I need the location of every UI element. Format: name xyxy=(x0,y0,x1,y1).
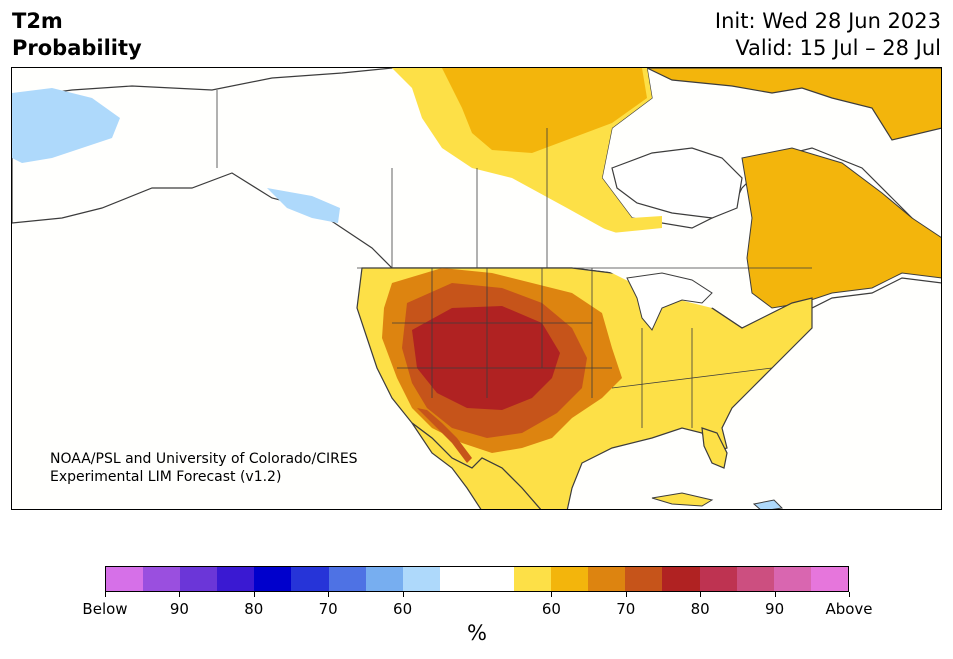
boundaries xyxy=(216,90,812,428)
colorbar-tick xyxy=(402,592,404,597)
forecast-dates: Init: Wed 28 Jun 2023 Valid: 15 Jul – 28… xyxy=(715,8,941,62)
mexico-land xyxy=(411,422,542,509)
colorbar-tick xyxy=(625,592,627,597)
colorbar-segment xyxy=(180,567,218,591)
great-lakes xyxy=(626,272,713,331)
colorbar-tick xyxy=(551,592,553,597)
florida xyxy=(701,427,728,469)
map-svg xyxy=(12,68,941,509)
colorbar-segment xyxy=(291,567,329,591)
quebec-warm xyxy=(741,147,941,309)
colorbar-tick-label: 80 xyxy=(690,600,710,618)
credit-line-1: NOAA/PSL and University of Colorado/CIRE… xyxy=(50,451,358,467)
colorbar-tick xyxy=(105,592,106,597)
colorbar-tick xyxy=(179,592,181,597)
colorbar-segment xyxy=(588,567,626,591)
hispaniola xyxy=(752,499,784,509)
hudson-bay xyxy=(611,147,743,219)
cuba xyxy=(651,492,714,507)
colorbar-tick xyxy=(700,592,702,597)
colorbar-segment xyxy=(476,567,515,591)
title-line-1: T2m xyxy=(12,9,63,33)
canada-hot-band xyxy=(442,68,647,153)
colorbar-tick-label: Above xyxy=(825,600,873,618)
colorbar-segment xyxy=(217,567,255,591)
colorbar-segment xyxy=(365,567,403,591)
colorbar-tick-label: 90 xyxy=(765,600,785,618)
colorbar-tick-label: 60 xyxy=(541,600,561,618)
alaska-below-region xyxy=(12,88,120,163)
colorbar-segment xyxy=(254,567,292,591)
credit-text: NOAA/PSL and University of Colorado/CIRE… xyxy=(50,450,358,486)
colorbar-tick xyxy=(774,592,776,597)
colorbar-segment xyxy=(106,567,144,591)
credit-line-2: Experimental LIM Forecast (v1.2) xyxy=(50,469,282,485)
colorbar xyxy=(105,566,849,592)
colorbar-tick xyxy=(253,592,255,597)
colorbar-segment xyxy=(773,567,811,591)
colorbar-unit: % xyxy=(467,621,487,645)
west-80-region xyxy=(412,306,560,410)
colorbar-segment xyxy=(551,567,589,591)
colorbar-tick-label: 90 xyxy=(169,600,189,618)
colorbar-tick xyxy=(328,592,330,597)
colorbar-segment xyxy=(514,567,552,591)
colorbar-tick-label: 70 xyxy=(616,600,636,618)
baja-hot xyxy=(417,408,472,463)
colorbar-tick-label: Below xyxy=(82,600,128,618)
colorbar-segment xyxy=(810,567,848,591)
colorbar-tick xyxy=(849,592,850,597)
forecast-map: NOAA/PSL and University of Colorado/CIRE… xyxy=(11,67,942,510)
colorbar-segment xyxy=(662,567,700,591)
colorbar-segment xyxy=(736,567,774,591)
colorbar-segment xyxy=(143,567,181,591)
map-title: T2m Probability xyxy=(12,8,142,62)
colorbar-segment xyxy=(625,567,663,591)
init-date: Init: Wed 28 Jun 2023 xyxy=(714,9,941,33)
colorbar-tick-label: 60 xyxy=(393,600,413,618)
colorbar-segment xyxy=(402,567,440,591)
colorbar-segment xyxy=(439,567,477,591)
colorbar-segment xyxy=(328,567,366,591)
title-line-2: Probability xyxy=(12,36,142,60)
valid-range: Valid: 15 Jul – 28 Jul xyxy=(735,36,941,60)
colorbar-segment xyxy=(699,567,737,591)
arctic-islands xyxy=(646,68,941,141)
colorbar-tick-label: 70 xyxy=(318,600,338,618)
panhandle-below-region xyxy=(267,188,340,223)
colorbar-tick-label: 80 xyxy=(244,600,264,618)
